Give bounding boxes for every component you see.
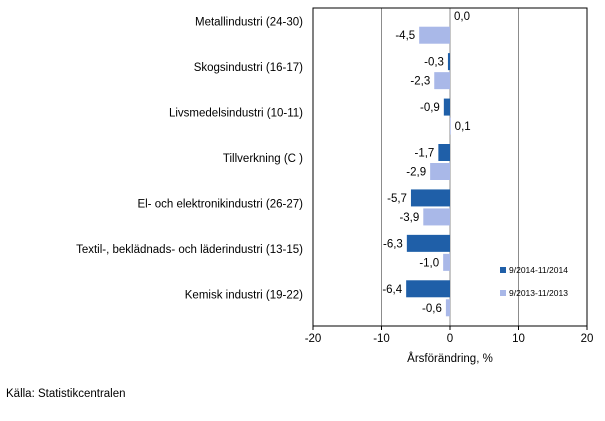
category-label: El- och elektronikindustri (26-27) (137, 198, 303, 210)
category-label: Textil-, beklädnads- och läderindustri (… (76, 244, 303, 256)
data-label: -0,6 (422, 303, 442, 315)
bar-2014 (443, 98, 450, 116)
bar-2013 (434, 72, 450, 90)
data-label: -6,4 (382, 284, 402, 296)
bar-2014 (410, 189, 450, 207)
x-axis-title: Årsförändring, % (407, 352, 493, 365)
bar-2013 (443, 253, 450, 271)
data-label: -3,9 (399, 212, 419, 224)
category-label: Metallindustri (24-30) (195, 17, 303, 29)
data-label: -2,9 (406, 167, 426, 179)
bar-2013 (445, 299, 450, 317)
legend-swatch (500, 290, 506, 296)
data-label: 0,1 (455, 121, 471, 133)
value-labels: 0,0 -4,5 -0,3 -2,3 -0,9 0,1 -1,7 -2,9 -5,7 -3,9 -6… (382, 11, 470, 315)
category-labels: Metallindustri (24-30) Skogsindustri (16-… (76, 17, 303, 302)
category-label: Livsmedelsindustri (10-11) (169, 108, 303, 120)
x-tick-label: -20 (305, 333, 322, 345)
bars (406, 26, 451, 317)
data-label: -2,3 (410, 76, 430, 88)
bar-2013 (423, 208, 450, 226)
source-note: Källa: Statistikcentralen (6, 388, 126, 400)
legend-swatch (500, 267, 506, 273)
x-axis-ticks: -20 -10 0 10 20 (305, 326, 594, 345)
x-tick-label: 10 (512, 333, 525, 345)
x-tick-label: 20 (581, 333, 594, 345)
data-label: -6,3 (383, 238, 403, 250)
category-label: Kemisk industri (19-22) (185, 289, 303, 301)
legend: 9/2014-11/2014 9/2013-11/2013 (500, 265, 568, 298)
bar-2014 (447, 53, 450, 71)
category-label: Skogsindustri (16-17) (194, 62, 303, 74)
bar-2014 (438, 144, 450, 161)
data-label: -0,9 (420, 102, 440, 114)
legend-label: 9/2013-11/2013 (509, 288, 568, 298)
data-label: -1,7 (415, 148, 435, 160)
data-label: 0,0 (454, 11, 470, 23)
bar-2013 (419, 26, 450, 44)
x-tick-label: 0 (447, 333, 453, 345)
data-label: -0,3 (424, 57, 444, 69)
data-label: -4,5 (395, 30, 415, 42)
bar-2013 (430, 163, 450, 180)
bar-2014 (406, 234, 450, 252)
bar-2014 (406, 280, 450, 298)
data-label: -1,0 (419, 257, 439, 269)
bar-2013 (450, 117, 451, 135)
category-label: Tillverkning (C ) (223, 153, 303, 165)
data-label: -5,7 (387, 193, 407, 205)
x-tick-label: -10 (373, 333, 390, 345)
legend-label: 9/2014-11/2014 (509, 265, 568, 275)
